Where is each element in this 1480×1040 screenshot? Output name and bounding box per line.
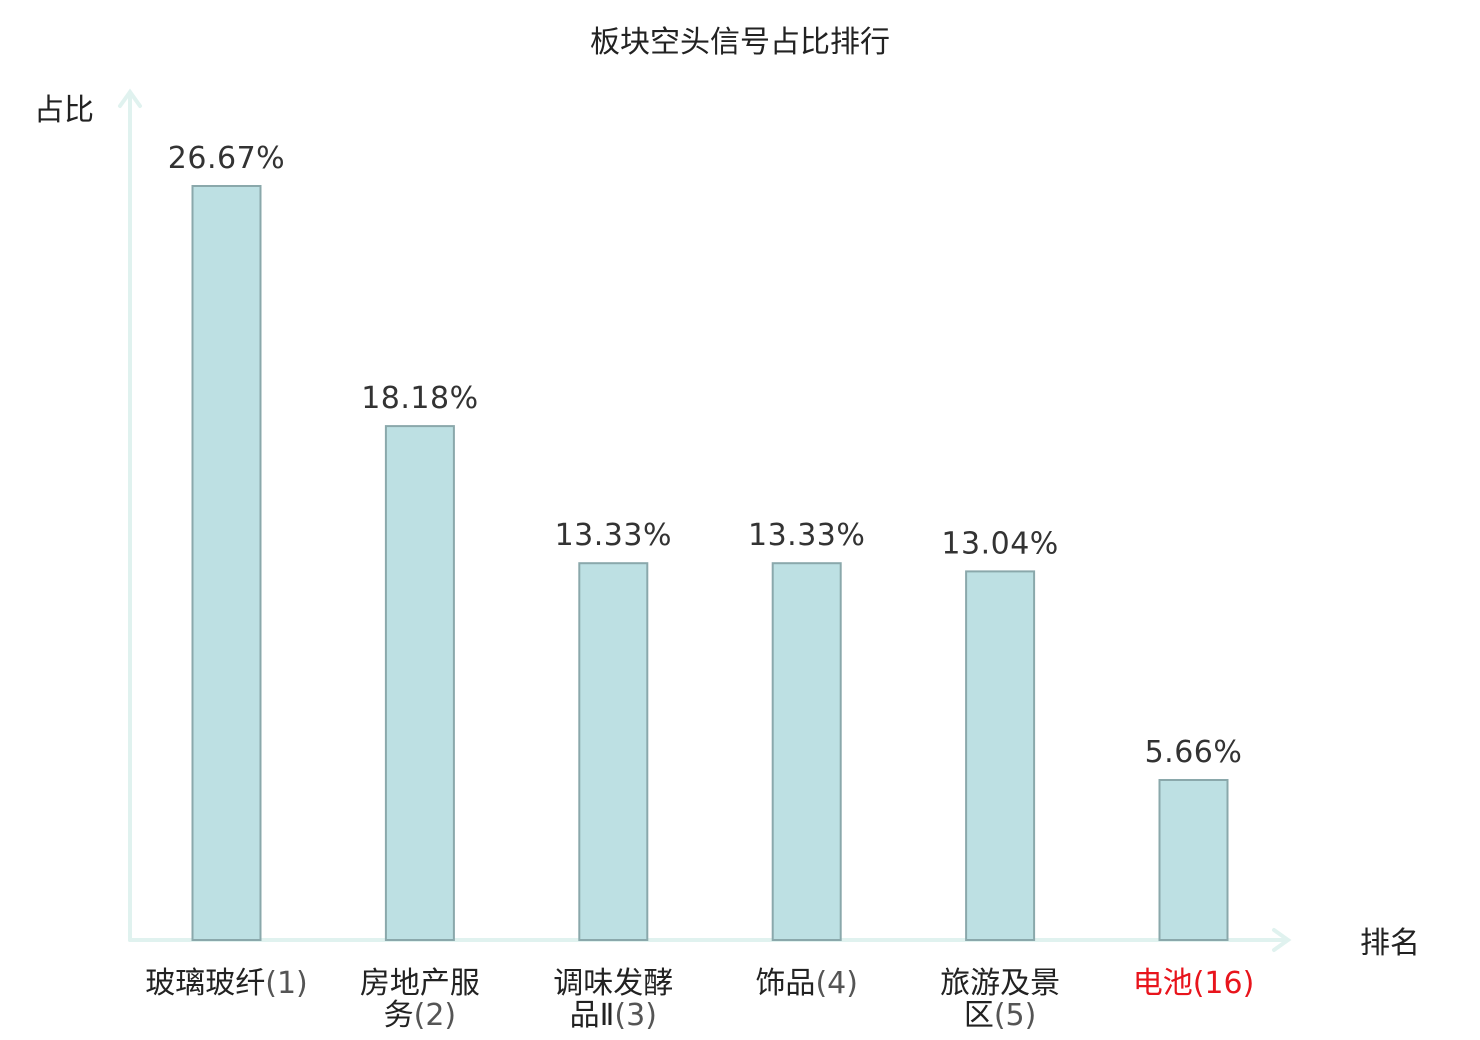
x-axis-line: [128, 928, 1292, 952]
category-label-2: 房地产服务(2): [360, 966, 480, 1033]
category-label-1: 玻璃玻纤(1): [145, 966, 308, 1001]
value-labels-layer: 26.67% 18.18% 13.33% 13.33% 13.04% 5.66%: [168, 141, 1243, 770]
bar-3: [578, 562, 649, 941]
axes: [118, 88, 1292, 952]
bar-2: [384, 425, 455, 942]
bar-6: [1158, 779, 1229, 941]
bars-layer: [191, 185, 1229, 942]
y-axis-label: 占比: [34, 93, 94, 128]
value-label-2: 18.18%: [361, 381, 478, 416]
value-label-5: 13.04%: [941, 526, 1058, 561]
value-label-6: 5.66%: [1145, 735, 1243, 770]
bar-5: [965, 570, 1036, 942]
bar-4: [771, 562, 842, 941]
bar-1: [191, 185, 262, 941]
category-label-5: 旅游及景区(5): [940, 966, 1060, 1033]
y-axis-line: [118, 88, 142, 942]
value-label-1: 26.67%: [168, 141, 285, 176]
x-axis-label: 排名: [1360, 926, 1420, 961]
value-label-4: 13.33%: [748, 518, 865, 553]
category-label-3: 调味发酵品Ⅱ(3): [553, 966, 673, 1033]
category-label-6: 电池(16): [1133, 966, 1255, 1001]
chart-title: 板块空头信号占比排行: [590, 25, 890, 60]
category-label-4: 饰品(4): [755, 966, 858, 1001]
value-label-3: 13.33%: [555, 518, 672, 553]
category-labels-layer: 玻璃玻纤(1) 房地产服务(2) 调味发酵品Ⅱ(3) 饰品(4) 旅游及景区(5) 电池(…: [145, 966, 1254, 1033]
